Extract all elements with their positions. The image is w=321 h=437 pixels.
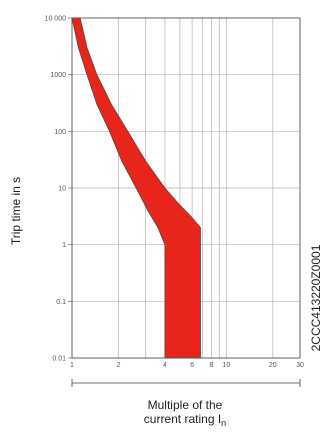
x-tick-label: 1 xyxy=(70,362,74,369)
y-tick-label: 10 000 xyxy=(45,16,67,23)
x-axis-label-line1: Multiple of the xyxy=(148,398,223,412)
x-tick-label: 4 xyxy=(163,362,167,369)
x-axis-label-subscript: n xyxy=(221,418,226,428)
y-tick-label: 0.1 xyxy=(56,299,66,306)
y-tick-labels: 0.01 0.1 1 10 100 1000 10 000 xyxy=(45,16,67,363)
x-axis-label-line2: current rating In xyxy=(144,412,226,428)
y-tick-label: 1000 xyxy=(50,72,66,79)
x-tick-label: 8 xyxy=(209,362,213,369)
y-tick-label: 1 xyxy=(62,242,66,249)
plot-border xyxy=(71,17,301,359)
x-axis-bracket xyxy=(71,379,301,387)
x-axis-label-main: current rating I xyxy=(144,412,221,426)
y-axis-label: Trip time in s xyxy=(9,177,23,245)
side-code-label: 2CCC413220Z0001 xyxy=(309,244,321,351)
y-tick-label: 100 xyxy=(54,129,66,136)
x-tick-label: 20 xyxy=(269,362,277,369)
y-tick-label: 10 xyxy=(58,186,66,193)
x-tick-label: 6 xyxy=(190,362,194,369)
x-tick-label: 10 xyxy=(222,362,230,369)
x-tick-label: 2 xyxy=(117,362,121,369)
x-tick-labels: 1 2 4 6 8 10 20 30 xyxy=(70,362,304,369)
plot-frame xyxy=(71,17,301,359)
y-tick-label: 0.01 xyxy=(52,356,66,363)
x-tick-label: 30 xyxy=(296,362,304,369)
